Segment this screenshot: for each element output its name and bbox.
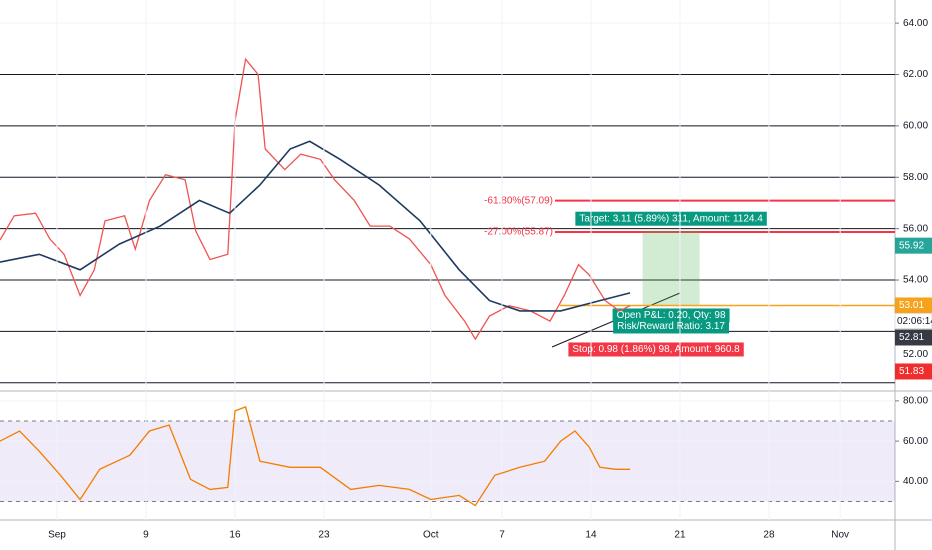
x-tick-label: 23 — [318, 530, 330, 541]
y-tick-label: 60.00 — [903, 121, 928, 132]
x-tick-label: 9 — [143, 530, 149, 541]
series-line — [0, 406, 631, 507]
y-tick-label: 80.00 — [903, 396, 928, 407]
y-tick-label: 62.00 — [903, 69, 928, 80]
price-tag-label: 53.01 — [899, 300, 924, 311]
y-tick-label: 60.00 — [903, 436, 928, 447]
target-label-box — [575, 211, 767, 226]
fib-label: -27.00%(55.87) — [484, 227, 553, 238]
price-tag-label: 51.83 — [899, 366, 924, 377]
series-line — [0, 57, 631, 341]
x-tick-label: Nov — [831, 530, 849, 541]
pnl-label: Open P&L: 0.20, Qty: 98 — [617, 310, 726, 321]
countdown: 02:06:14 — [897, 316, 932, 327]
rsi-band — [0, 420, 895, 502]
countdown-box — [894, 312, 932, 329]
price-tag — [895, 363, 932, 380]
x-tick-label: Sep — [48, 530, 66, 541]
stop-label: Stop: 0.98 (1.86%) 98, Amount: 960.8 — [572, 344, 740, 355]
rr-label-box — [613, 319, 729, 334]
y-tick-label: 58.00 — [903, 172, 928, 183]
y-tick-label: 56.00 — [903, 223, 928, 234]
x-tick-label: 28 — [763, 530, 775, 541]
x-tick-label: 14 — [585, 530, 597, 541]
x-tick-label: 21 — [674, 530, 686, 541]
target-zone — [642, 230, 700, 306]
y-tick-label: 54.00 — [903, 275, 928, 286]
target-label: Target: 3.11 (5.89%) 311, Amount: 1124.4 — [579, 213, 763, 224]
y-tick-label: 52.00 — [903, 349, 928, 360]
price-tag — [895, 329, 932, 346]
series-line — [0, 140, 631, 312]
x-tick-label: Oct — [423, 530, 439, 541]
price-tag — [895, 237, 932, 254]
pnl-label-box — [612, 308, 730, 323]
fib-label: -61.80%(57.09) — [484, 195, 553, 206]
y-tick-label: 64.00 — [903, 18, 928, 29]
x-tick-label: 16 — [229, 530, 241, 541]
price-tag — [895, 297, 932, 314]
rr-label: Risk/Reward Ratio: 3.17 — [617, 321, 725, 332]
price-tag-label: 52.81 — [899, 332, 924, 343]
price-tag-label: 55.92 — [899, 240, 924, 251]
y-tick-label: 40.00 — [903, 476, 928, 487]
x-tick-label: 7 — [499, 530, 505, 541]
stop-label-box — [568, 342, 744, 357]
